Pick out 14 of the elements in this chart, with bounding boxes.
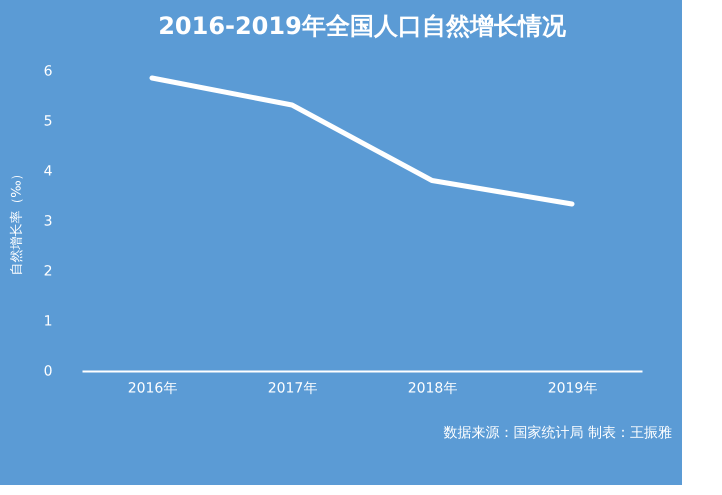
- y-tick-label: 0: [44, 364, 52, 380]
- x-tick-label: 2016年: [128, 380, 178, 396]
- y-tick-label: 3: [44, 214, 52, 230]
- y-tick-label: 1: [44, 314, 52, 330]
- y-axis-title: 自然增长率（‰）: [8, 167, 25, 276]
- source-note: 数据来源：国家统计局 制表：王振雅: [444, 425, 672, 441]
- y-tick-label: 2: [44, 264, 52, 280]
- x-tick-label: 2018年: [408, 380, 458, 396]
- chart-title: 2016-2019年全国人口自然增长情况: [158, 12, 567, 40]
- x-tick-label: 2017年: [268, 380, 318, 396]
- x-tick-label: 2019年: [548, 380, 598, 396]
- y-tick-label: 6: [44, 64, 53, 80]
- y-tick-label: 4: [44, 164, 53, 180]
- y-tick-label: 5: [44, 114, 52, 130]
